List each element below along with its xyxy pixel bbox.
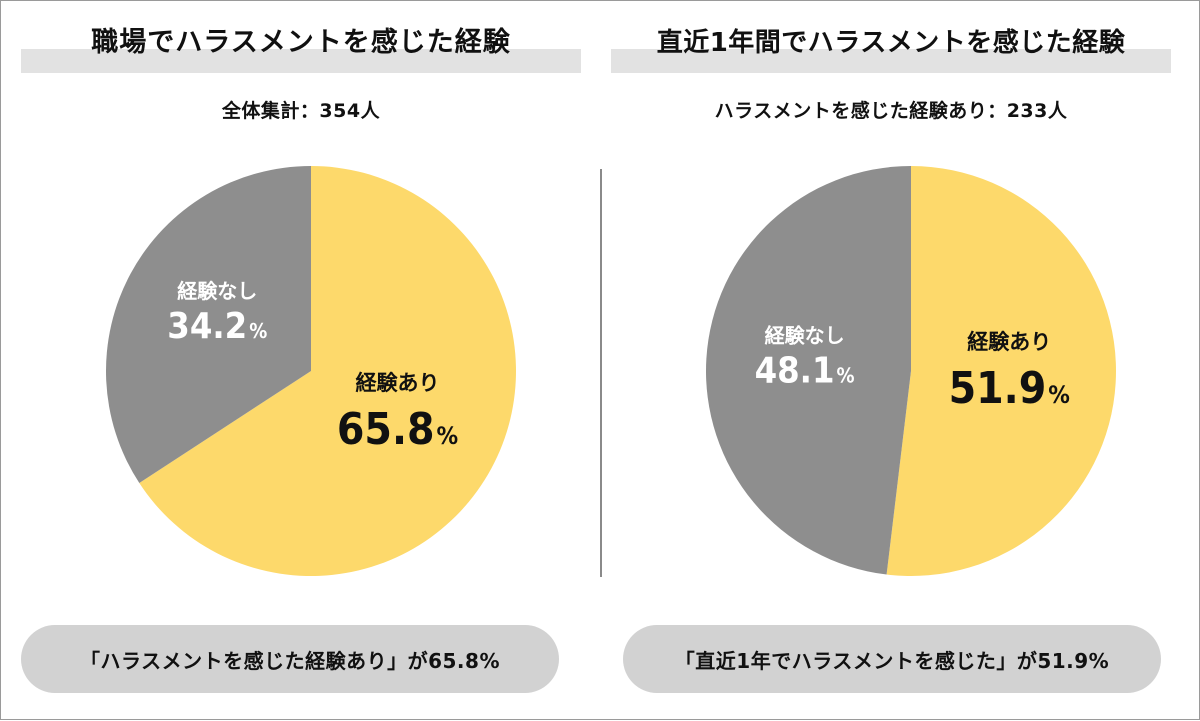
left-chart-title: 職場でハラスメントを感じた経験: [91, 27, 511, 58]
right-title-highlight: [611, 49, 1171, 73]
pie-label-no: 経験なし: [177, 279, 257, 303]
right-chart-title: 直近1年間でハラスメントを感じた経験: [656, 28, 1126, 58]
left-chart-subtitle: 全体集計：354人: [221, 100, 381, 122]
right-title-block: 直近1年間でハラスメントを感じた経験: [611, 23, 1171, 79]
pie-value-no: 48.1%: [755, 351, 855, 392]
right-panel: 直近1年間でハラスメントを感じた経験 ハラスメントを感じた経験あり：233人 経…: [611, 1, 1171, 721]
left-title-block: 職場でハラスメントを感じた経験: [21, 23, 581, 79]
right-pie-chart: 経験あり 51.9% 経験なし 48.1%: [706, 166, 1117, 576]
pie-label-no: 経験なし: [765, 324, 845, 348]
left-panel: 職場でハラスメントを感じた経験 全体集計：354人 経験あり 65.8% 経験なし 3…: [21, 1, 581, 721]
pie-label-yes: 経験あり: [967, 330, 1051, 354]
pie-value-yes: 51.9%: [949, 363, 1070, 414]
right-summary-pill: 「直近1年でハラスメントを感じた」が51.9%: [623, 625, 1161, 693]
pie-label-yes: 経験あり: [356, 371, 440, 395]
left-summary-pill: 「ハラスメントを感じた経験あり」が65.8%: [21, 625, 559, 693]
pie-slice-yes: [139, 166, 517, 576]
left-title-highlight: [21, 49, 581, 73]
panel-divider: [600, 169, 602, 577]
pie-slice-no: [706, 166, 911, 575]
pie-value-no: 34.2%: [167, 306, 267, 347]
pie-value-yes: 65.8%: [337, 404, 458, 455]
left-pie-chart: 経験あり 65.8% 経験なし 34.2%: [105, 166, 517, 576]
pie-slice-no: [105, 166, 311, 484]
pie-slice-yes: [886, 166, 1117, 576]
right-chart-subtitle: ハラスメントを感じた経験あり：233人: [714, 100, 1068, 122]
